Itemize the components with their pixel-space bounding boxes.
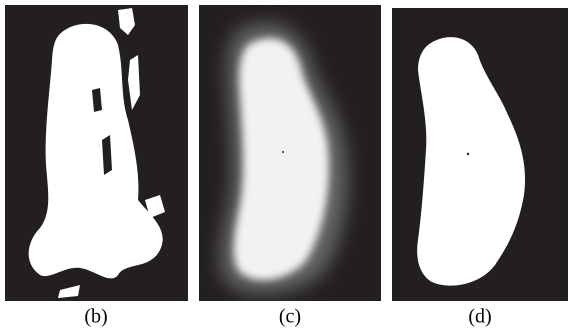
final-mask xyxy=(417,37,526,286)
segmentation-fragment xyxy=(128,55,140,110)
center-point xyxy=(282,151,284,153)
segmentation-fragment xyxy=(118,8,135,35)
segmentation-fragment xyxy=(145,195,165,218)
caption: (b) xyxy=(84,306,107,328)
segmentation-fragment xyxy=(58,285,80,298)
panel-b xyxy=(5,5,188,301)
panel-d xyxy=(392,8,568,301)
probability-core xyxy=(233,38,329,280)
caption: (d) xyxy=(468,306,491,328)
segmentation-hole xyxy=(92,88,112,175)
panel-c xyxy=(199,5,381,301)
caption: (c) xyxy=(279,306,301,328)
segmentation-blob xyxy=(28,23,163,279)
center-point xyxy=(466,152,470,156)
